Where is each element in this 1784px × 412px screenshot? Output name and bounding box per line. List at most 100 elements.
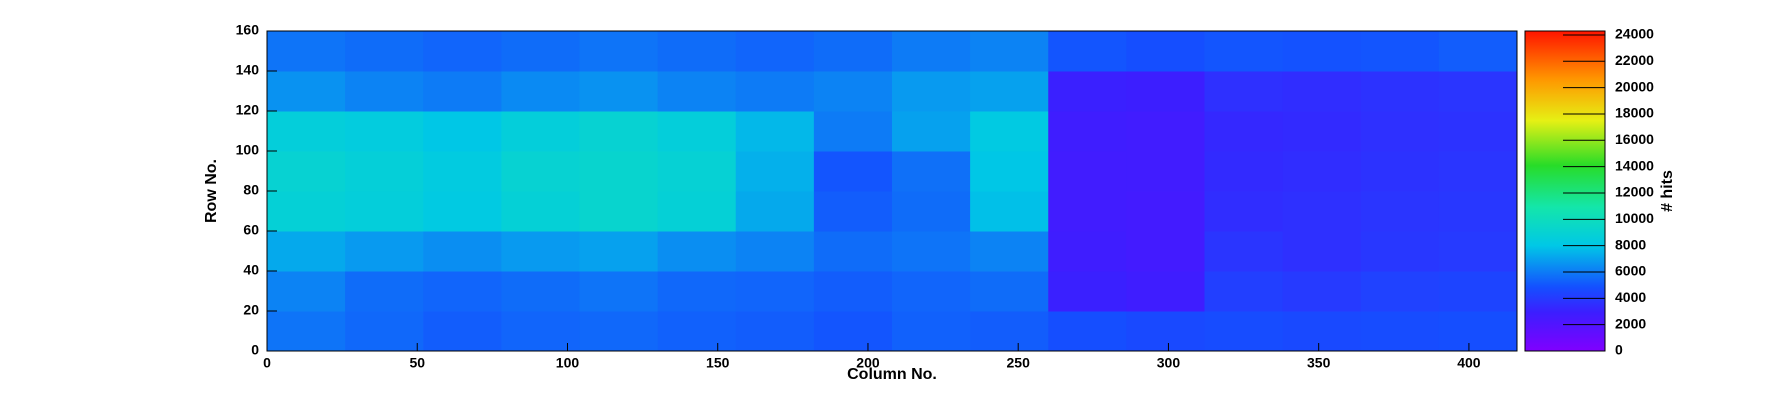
heatmap-cell [501, 111, 580, 152]
heatmap-cell [1126, 311, 1205, 352]
colorbar-tick-label: 12000 [1615, 184, 1654, 200]
heatmap-cell [345, 311, 424, 352]
x-tick-label: 400 [1457, 355, 1481, 371]
heatmap-cell [345, 271, 424, 312]
heatmap-cell [1048, 31, 1127, 72]
heatmap-cell [892, 191, 971, 232]
heatmap-cell [1204, 271, 1284, 312]
y-tick-label: 80 [243, 182, 259, 198]
heatmap-cell [1048, 311, 1127, 352]
heatmap-cell [892, 111, 971, 152]
heatmap-cell [892, 311, 971, 352]
heatmap-cell [345, 191, 424, 232]
colorbar-title: # hits [1659, 170, 1676, 212]
colorbar-tick-label: 18000 [1615, 105, 1654, 121]
y-tick-label: 60 [243, 222, 259, 238]
heatmap-cell [892, 31, 971, 72]
colorbar-tick-label: 22000 [1615, 52, 1654, 68]
x-tick-label: 50 [409, 355, 425, 371]
heatmap-cell [1048, 151, 1127, 192]
heatmap-cell [423, 31, 502, 72]
heatmap-cell [813, 111, 893, 152]
heatmap-cell [501, 31, 580, 72]
heatmap-cell [1126, 151, 1205, 192]
heatmap-cell [657, 191, 737, 232]
heatmap-cell [579, 71, 659, 112]
heatmap-cell [423, 71, 502, 112]
heatmap-cell [1048, 71, 1127, 112]
heatmap-cell [892, 231, 971, 272]
heatmap-cell [345, 31, 424, 72]
heatmap-cell [1282, 71, 1362, 112]
heatmap-cell [892, 271, 971, 312]
heatmap-cell [735, 311, 815, 352]
heatmap-cell [423, 231, 502, 272]
heatmap-cell [970, 191, 1049, 232]
heatmap-cell [1204, 71, 1284, 112]
y-tick-label: 20 [243, 302, 259, 318]
heatmap-cell [345, 151, 424, 192]
heatmap-cell [1282, 271, 1362, 312]
heatmap-cell [735, 151, 815, 192]
heatmap-cell [1282, 111, 1362, 152]
y-tick-label: 40 [243, 262, 259, 278]
heatmap-cell [657, 231, 737, 272]
heatmap-cell [1048, 111, 1127, 152]
heatmap-cell [1360, 271, 1440, 312]
heatmap-cell [1360, 191, 1440, 232]
heatmap-cell [1438, 151, 1518, 192]
x-tick-label: 100 [556, 355, 580, 371]
heatmap-cell [657, 31, 737, 72]
heatmap-cell [1048, 271, 1127, 312]
heatmap-cell [735, 271, 815, 312]
heatmap-cell [1126, 111, 1205, 152]
heatmap-cell [579, 271, 659, 312]
heatmap-cell [970, 71, 1049, 112]
heatmap-cell [1126, 31, 1205, 72]
heatmap-cell [1126, 271, 1205, 312]
heatmap-cell [579, 191, 659, 232]
heatmap-cell [657, 271, 737, 312]
heatmap-cell [1282, 231, 1362, 272]
heatmap-cell [657, 71, 737, 112]
heatmap-cell [423, 111, 502, 152]
heatmap-cell [813, 311, 893, 352]
heatmap-cell [267, 31, 346, 72]
heatmap-cell [735, 191, 815, 232]
heatmap-cell [1282, 191, 1362, 232]
colorbar-tick-label: 2000 [1615, 315, 1646, 331]
x-tick-label: 250 [1007, 355, 1031, 371]
heatmap-cell [423, 311, 502, 352]
heatmap-cell [892, 71, 971, 112]
heatmap-cell [813, 31, 893, 72]
heatmap-cell [735, 111, 815, 152]
heatmap-cell [1438, 71, 1518, 112]
y-tick-label: 0 [251, 342, 259, 358]
heatmap-cell [813, 231, 893, 272]
heatmap-cell [970, 31, 1049, 72]
y-tick-label: 100 [236, 142, 260, 158]
heatmap-cell [579, 231, 659, 272]
x-tick-label: 200 [856, 355, 880, 371]
y-tick-label: 120 [236, 102, 260, 118]
heatmap-cell [657, 311, 737, 352]
heatmap-cell [1048, 231, 1127, 272]
heatmap-cell [579, 31, 659, 72]
colorbar-tick-label: 14000 [1615, 157, 1654, 173]
heatmap-cell [1438, 311, 1518, 352]
heatmap-cell [267, 111, 346, 152]
heatmap-cell [579, 151, 659, 192]
y-axis-title: Row No. [203, 159, 220, 223]
heatmap-cell [423, 191, 502, 232]
heatmap-cell [1126, 191, 1205, 232]
heatmap-cell [657, 151, 737, 192]
heatmap-cell [1204, 151, 1284, 192]
heatmap-cell [1360, 111, 1440, 152]
colorbar-tick-label: 0 [1615, 342, 1623, 358]
heatmap-cell [579, 111, 659, 152]
heatmap-cell [1360, 231, 1440, 272]
heatmap-cell [1438, 31, 1518, 72]
heatmap-cell [1048, 191, 1127, 232]
